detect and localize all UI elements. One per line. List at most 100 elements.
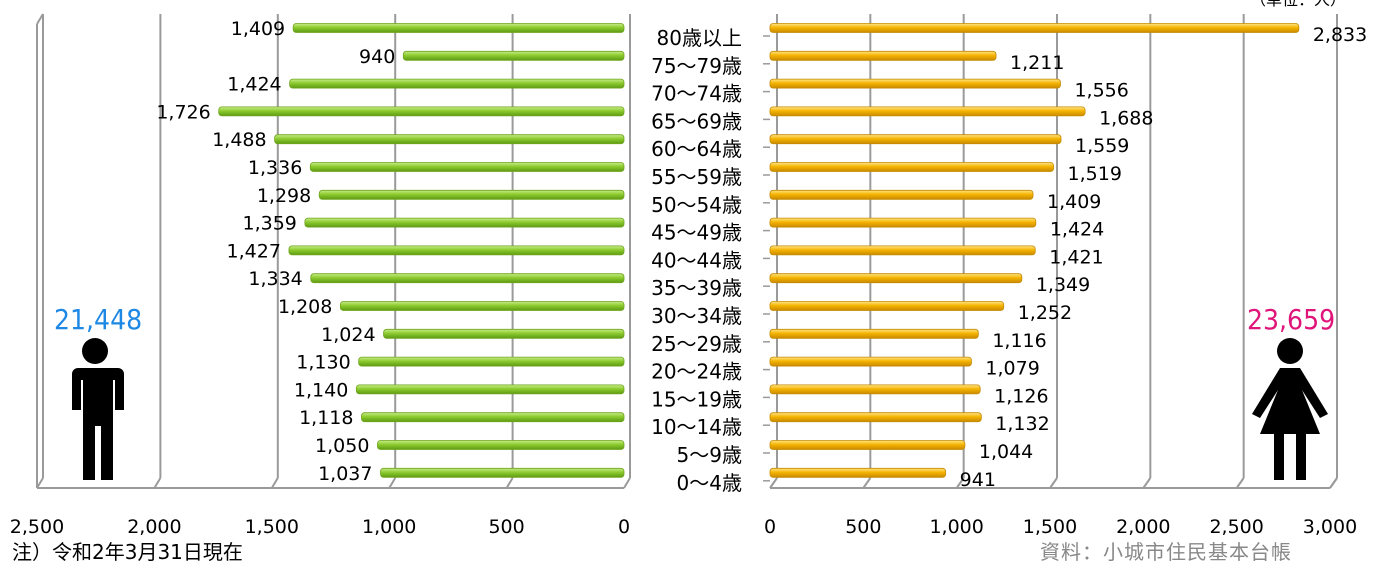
male-bar [402,50,625,61]
unit-label: （単位：人） [1250,0,1346,10]
female-bar [769,106,1086,117]
female-value-label: 1,044 [979,441,1033,463]
female-value-label: 1,519 [1068,163,1122,185]
right-gridline-foot [1049,477,1058,489]
female-value-label: 941 [960,469,996,491]
male-bar [274,134,625,145]
age-category-label: 20～24歳 [651,360,742,384]
age-category-label: 30～34歳 [651,304,742,328]
female-value-label: 1,688 [1099,107,1153,129]
female-value-label: 1,211 [1010,52,1064,74]
age-category-label: 75～79歳 [651,54,742,78]
male-value-label: 940 [359,46,395,68]
left-tick-label: 500 [488,516,524,538]
female-bar [769,23,1300,33]
male-person-icon [72,338,124,480]
left-gridline-foot [505,477,514,489]
right-tick-label: 500 [845,516,881,538]
age-category-label: 5～9歳 [677,443,742,467]
age-category-label: 55～59歳 [651,165,742,189]
right-gridline-foot [955,477,965,489]
male-bar [292,23,625,33]
age-category-label: 35～39歳 [651,276,742,300]
right-tick-label: 2,000 [1116,516,1170,538]
female-panel: 0 500 1,000 1,500 2,000 2,500 3,000 2,833 1,211 1… [763,14,1367,538]
left-gridline-foot [623,477,631,489]
female-value-label: 1,252 [1018,302,1072,324]
left-tick-label: 0 [618,516,630,538]
male-value-label: 1,208 [278,296,332,318]
left-tick-label: 2,500 [10,516,64,538]
right-gridline-foot [862,477,872,489]
female-bar [769,134,1062,145]
female-value-label: 1,132 [995,413,1049,435]
female-total: 23,659 [1247,303,1336,336]
female-bar [769,301,1005,311]
female-bar [769,273,1023,284]
male-bar [310,273,625,284]
male-bar [309,162,625,172]
male-value-label: 1,424 [227,74,281,96]
left-tick-label: 1,500 [245,516,299,538]
age-category-label: 15～19歳 [651,387,742,411]
male-bar [358,356,625,367]
age-category-label: 80歳以上 [657,26,742,50]
male-value-label: 1,726 [156,101,210,123]
age-category-label: 65～69歳 [651,109,742,133]
right-axis-corner [1329,477,1338,489]
female-bar [769,217,1037,228]
age-category-label: 70～74歳 [651,82,742,106]
left-tick-label: 1,000 [362,516,416,538]
right-tick-label: 1,500 [1023,516,1077,538]
female-bar [769,412,982,423]
right-tick-label: 1,000 [929,516,983,538]
female-value-label: 1,409 [1047,191,1101,213]
male-bar [318,189,625,200]
right-tick-label: 2,500 [1209,516,1263,538]
female-value-label: 1,126 [994,385,1048,407]
male-value-label: 1,050 [315,435,369,457]
female-value-label: 1,424 [1050,219,1104,241]
male-value-label: 1,118 [299,407,353,429]
male-bar [361,412,625,423]
right-gridline-foot [1235,477,1245,489]
male-value-label: 1,427 [227,240,281,262]
male-value-label: 1,334 [248,268,302,290]
age-category-labels: 80歳以上 75～79歳 70～74歳 65～69歳 60～64歳 55～59歳 50～54… [651,26,742,495]
source-note: 資料：小城市住民基本台帳 [1040,540,1292,564]
female-value-label: 1,421 [1049,246,1103,268]
female-bar [769,189,1034,200]
female-bar [769,245,1036,256]
date-note: 注）令和2年3月31日現在 [12,540,243,564]
right-gridline-foot [1142,477,1152,489]
female-value-label: 1,079 [985,358,1039,380]
male-value-label: 1,037 [318,463,372,485]
male-bar [355,384,625,395]
age-category-label: 50～54歳 [651,193,742,217]
female-bar [769,467,947,478]
age-category-label: 40～44歳 [651,248,742,272]
male-bar [218,106,625,117]
male-value-label: 1,298 [257,185,311,207]
left-gridline-foot [270,477,279,489]
left-gridline-foot [153,477,162,489]
female-person-icon [1252,338,1328,480]
age-category-label: 60～64歳 [651,137,742,161]
male-value-label: 1,409 [231,18,285,40]
male-panel: 2,500 2,000 1,500 1,000 500 0 1,409 940 1,424 1,7… [10,13,631,538]
female-bar [769,50,997,61]
female-value-label: 1,559 [1075,135,1129,157]
male-bar [380,467,625,478]
male-bar [377,440,625,450]
male-bar [383,328,625,339]
age-category-label: 45～49歳 [651,221,742,245]
female-bar [769,384,981,395]
female-value-label: 1,349 [1036,274,1090,296]
female-bar [769,328,979,339]
left-tick-label: 2,000 [127,516,181,538]
right-tick-label: 3,000 [1303,516,1357,538]
male-bar [289,78,625,89]
male-bar [339,301,625,311]
female-bar [769,356,972,367]
